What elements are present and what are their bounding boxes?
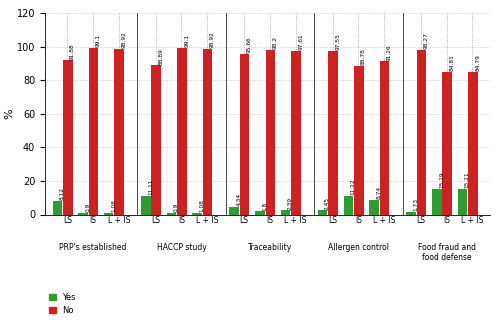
Text: 98.27: 98.27 <box>424 32 429 49</box>
Text: HACCP study: HACCP study <box>156 243 206 252</box>
Bar <box>380 61 389 214</box>
Bar <box>328 51 338 214</box>
Text: Traceability: Traceability <box>248 243 292 252</box>
Bar <box>104 213 114 214</box>
Bar <box>192 213 202 214</box>
Text: 98.92: 98.92 <box>122 31 126 48</box>
Text: 91.26: 91.26 <box>386 44 392 61</box>
Text: 8.12: 8.12 <box>60 187 64 200</box>
Text: 88.78: 88.78 <box>361 48 366 65</box>
Text: 97.55: 97.55 <box>336 33 340 50</box>
Text: 1.08: 1.08 <box>111 199 116 212</box>
Text: 4.34: 4.34 <box>236 193 242 206</box>
Bar <box>114 49 124 214</box>
Text: 88.89: 88.89 <box>158 48 164 65</box>
Text: Food fraud and
food defense: Food fraud and food defense <box>418 243 476 262</box>
Bar <box>177 48 186 214</box>
Text: 1.73: 1.73 <box>414 198 418 211</box>
Text: 95.66: 95.66 <box>247 37 252 53</box>
Text: 0.9: 0.9 <box>174 203 178 212</box>
Bar <box>406 212 416 214</box>
Text: 2.39: 2.39 <box>288 197 293 210</box>
Text: 11.22: 11.22 <box>350 178 356 195</box>
Bar <box>344 196 353 214</box>
Bar <box>468 72 477 214</box>
Text: 84.81: 84.81 <box>450 55 454 71</box>
Text: 1.08: 1.08 <box>200 199 204 212</box>
Bar <box>52 201 62 214</box>
Bar <box>292 51 301 214</box>
Bar <box>152 65 161 214</box>
Text: 98.2: 98.2 <box>272 36 278 49</box>
Text: 99.1: 99.1 <box>184 34 189 48</box>
Text: 99.1: 99.1 <box>96 34 100 48</box>
Y-axis label: %: % <box>4 109 14 119</box>
Text: 15.21: 15.21 <box>464 172 469 188</box>
Text: 1.8: 1.8 <box>262 201 267 211</box>
Bar <box>417 50 426 214</box>
Bar <box>369 200 379 214</box>
Bar <box>266 50 275 214</box>
Bar <box>166 213 176 214</box>
Text: 2.45: 2.45 <box>325 196 330 210</box>
Text: 84.79: 84.79 <box>475 54 480 71</box>
Text: 97.61: 97.61 <box>298 33 304 50</box>
Text: PRP's established: PRP's established <box>60 243 126 252</box>
Bar <box>354 66 364 214</box>
Bar <box>442 72 452 214</box>
Text: 98.92: 98.92 <box>210 31 215 48</box>
Bar <box>458 189 467 214</box>
Bar <box>255 212 264 214</box>
Bar <box>141 196 150 214</box>
Bar <box>281 211 290 214</box>
Bar <box>63 60 72 214</box>
Text: 91.88: 91.88 <box>70 43 75 59</box>
Text: 11.11: 11.11 <box>148 179 153 195</box>
Text: 8.74: 8.74 <box>376 186 382 199</box>
Bar <box>240 54 250 214</box>
Bar <box>88 48 98 214</box>
Bar <box>203 49 212 214</box>
Text: 0.9: 0.9 <box>86 203 90 212</box>
Bar <box>432 189 442 214</box>
Text: 15.19: 15.19 <box>439 172 444 188</box>
Legend: Yes, No: Yes, No <box>49 293 76 315</box>
Bar <box>78 213 88 214</box>
Bar <box>318 211 328 214</box>
Text: Allergen control: Allergen control <box>328 243 389 252</box>
Bar <box>230 207 239 215</box>
